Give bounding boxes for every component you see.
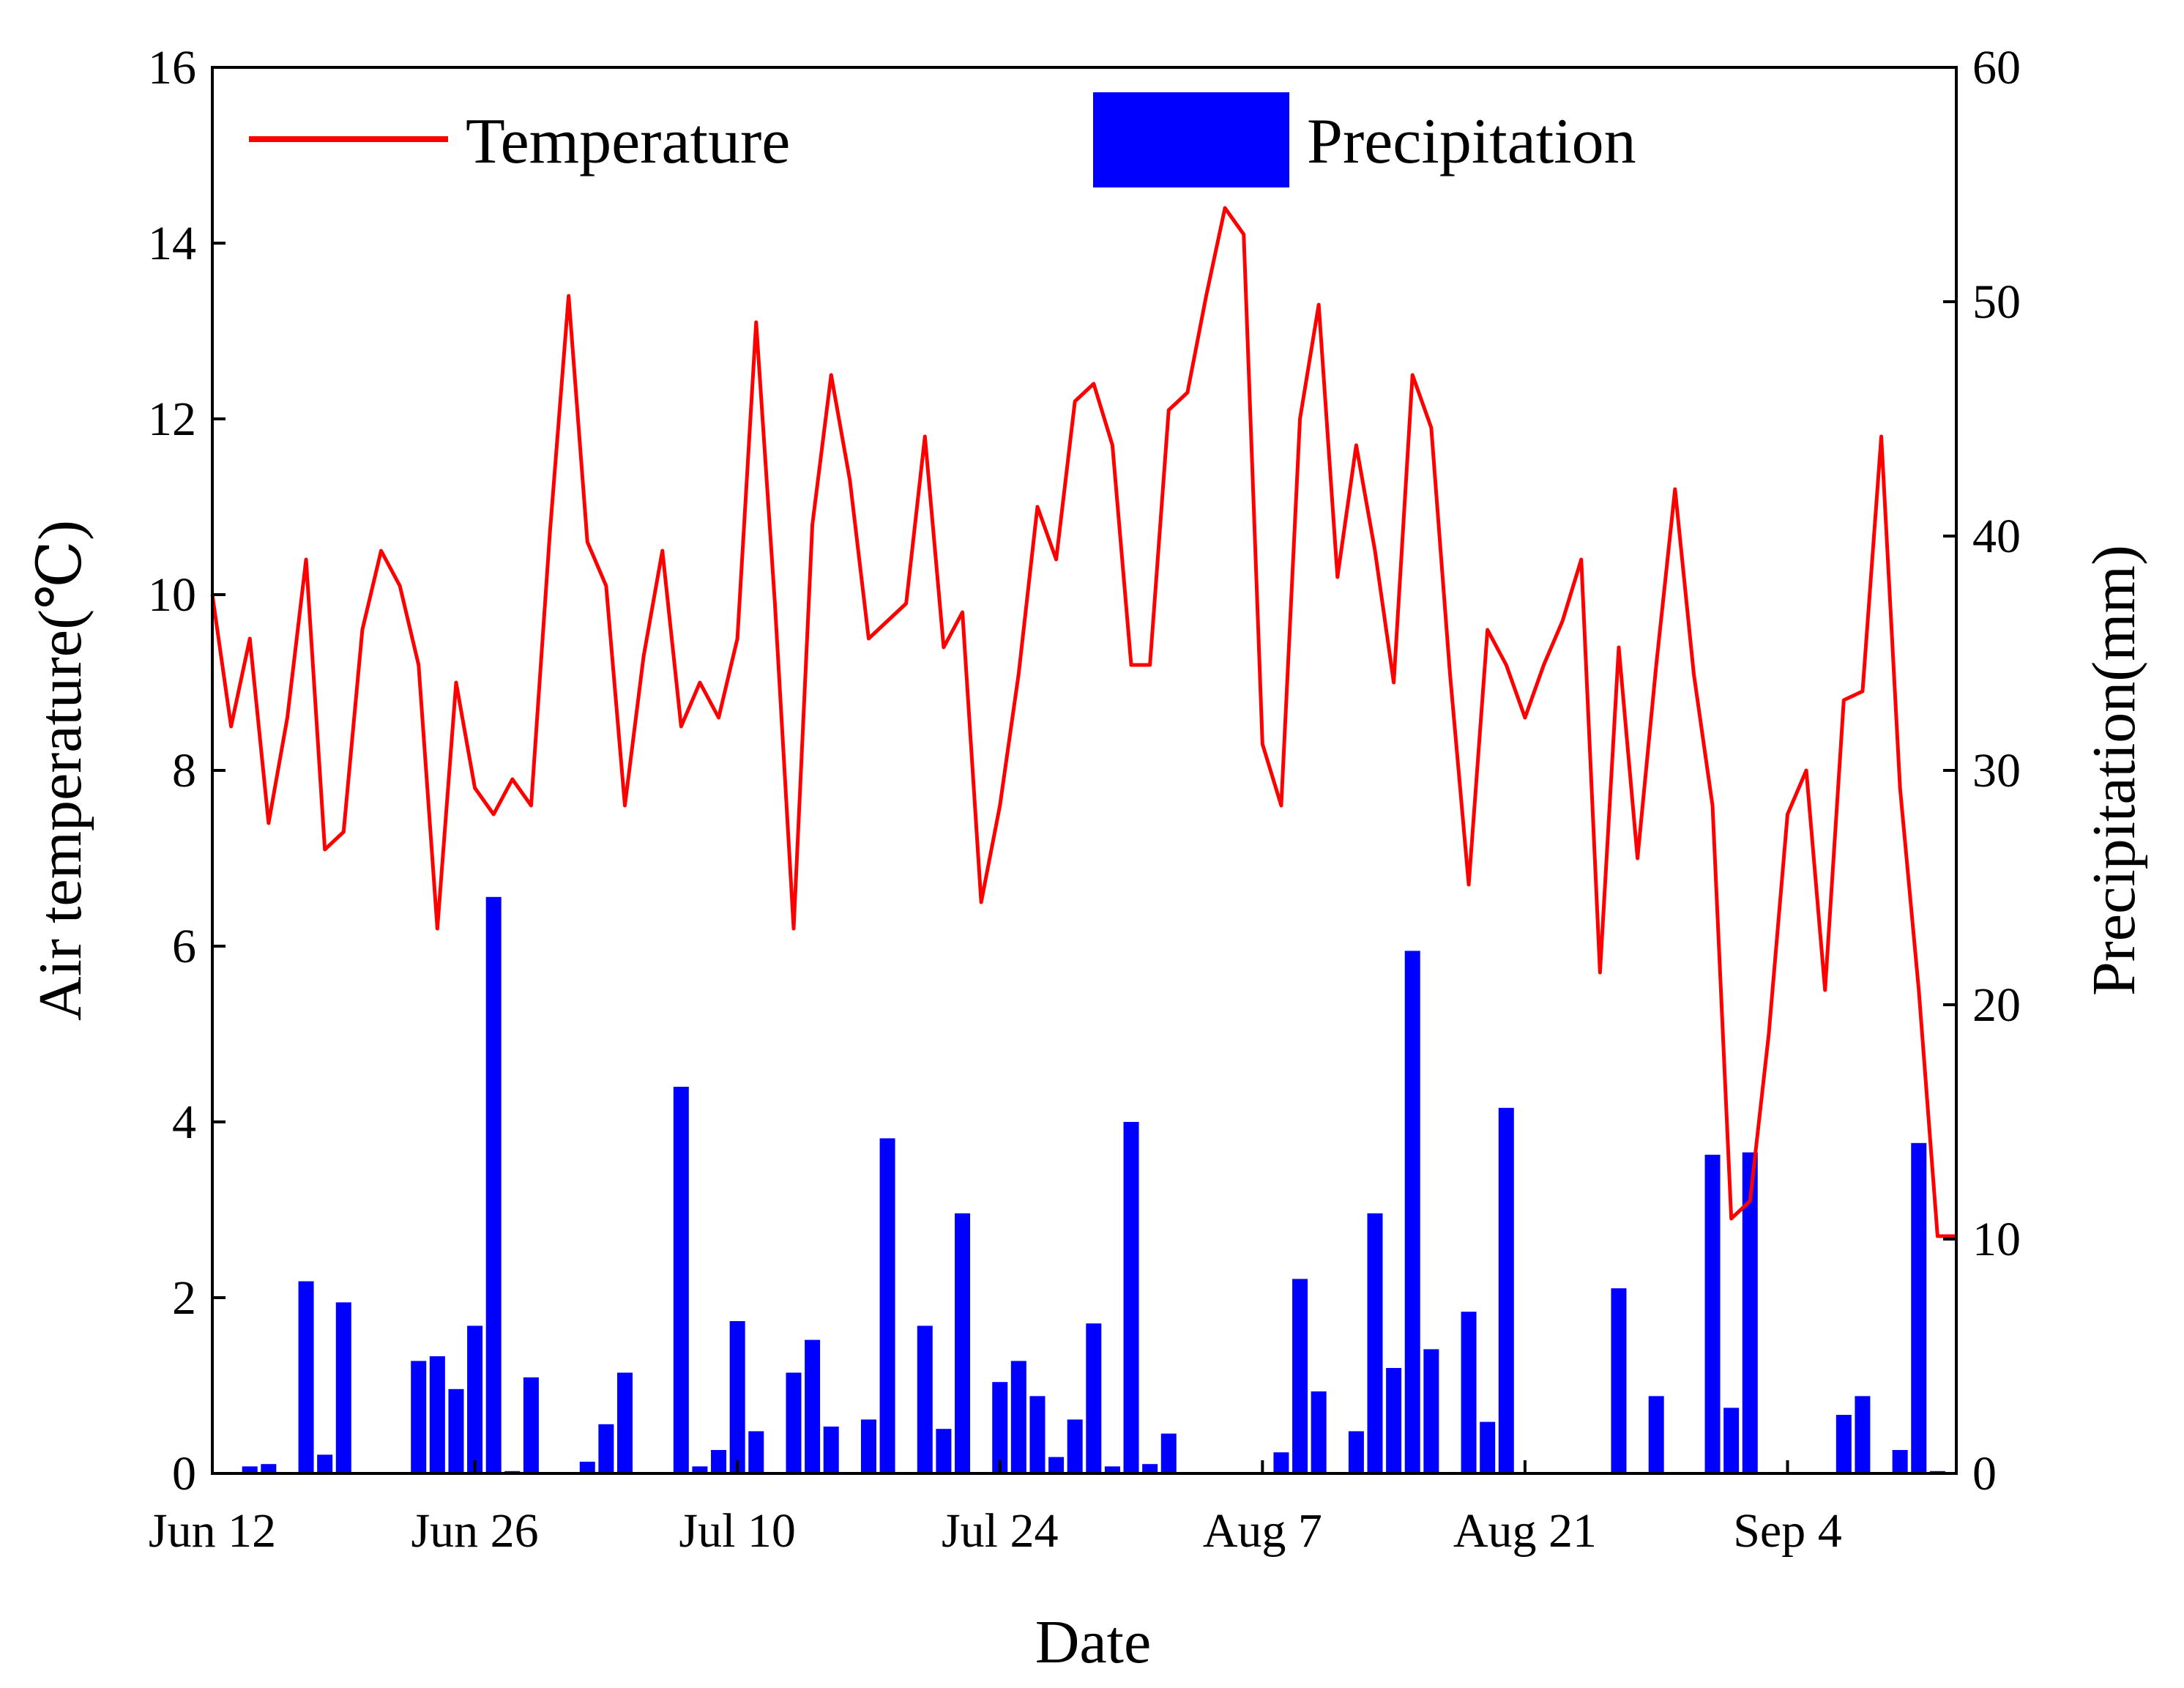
precipitation-bar [1386, 1368, 1402, 1473]
precipitation-bar [1086, 1323, 1102, 1473]
x-tick-label: Jun 12 [149, 1504, 276, 1558]
precipitation-bar [1010, 1361, 1026, 1473]
precipitation-bar [1104, 1466, 1120, 1473]
precipitation-bar [1704, 1154, 1721, 1473]
precipitation-bar [1742, 1152, 1758, 1473]
precipitation-bar [805, 1339, 821, 1473]
plot-frame [211, 66, 1958, 1475]
y-axis-left-title: Air temperature(℃) [26, 520, 94, 1021]
precipitation-bar [598, 1424, 614, 1473]
y-right-tick-label: 10 [1972, 1213, 2021, 1266]
y-right-tick-label: 0 [1972, 1447, 1997, 1501]
precipitation-bar [467, 1326, 483, 1473]
precipitation-bar [523, 1377, 539, 1473]
precipitation-bar [298, 1281, 314, 1473]
x-axis-title: Date [1035, 1608, 1152, 1676]
precipitation-bar [1048, 1457, 1065, 1473]
y-left-tick-label: 14 [148, 217, 196, 270]
y-axis-right-title: Precipitation(mm) [2080, 545, 2148, 996]
precipitation-bar [1835, 1415, 1852, 1473]
precipitation-bar [317, 1454, 333, 1473]
precipitation-bar [485, 896, 502, 1473]
precipitation-bar [1404, 951, 1420, 1473]
precipitation-bar [711, 1450, 727, 1473]
precipitation-bar [242, 1466, 258, 1473]
temperature-line-group [210, 206, 1956, 1238]
precipitation-bar [860, 1419, 876, 1473]
y-left-tick-label: 0 [172, 1447, 196, 1501]
precipitation-bar [616, 1372, 633, 1473]
precipitation-bar [1292, 1279, 1308, 1473]
precipitation-bar [579, 1462, 595, 1473]
precipitation-bar [1311, 1391, 1327, 1473]
precipitation-bar [748, 1431, 764, 1473]
precipitation-bar [1067, 1419, 1083, 1473]
legend-precipitation-swatch [1093, 92, 1289, 187]
precipitation-bar [1892, 1450, 1908, 1473]
precipitation-bar [692, 1466, 708, 1473]
precipitation-bar [879, 1138, 895, 1473]
precipitation-bar [1273, 1452, 1289, 1473]
precipitation-bar [786, 1372, 802, 1473]
legend-temperature-label: Temperature [466, 106, 790, 177]
precipitation-bar [1498, 1107, 1514, 1473]
precipitation-bar [917, 1326, 933, 1473]
precipitation-bar [1648, 1396, 1664, 1473]
axis-ticks: 0 2 4 6 8 10 12 14 16 0 10 20 30 40 50 60 Jun 12 Jun 26 Ju… [148, 41, 2021, 1558]
precipitation-bar [1142, 1464, 1158, 1473]
y-right-tick-label: 60 [1972, 41, 2021, 94]
temperature-line [210, 206, 1956, 1238]
precipitation-bar [335, 1302, 351, 1473]
y-left-tick-label: 6 [172, 920, 196, 973]
precipitation-bar [1160, 1433, 1177, 1473]
precipitation-bar [1367, 1213, 1383, 1473]
precipitation-bar [1123, 1122, 1139, 1473]
y-right-tick-label: 50 [1972, 275, 2021, 329]
y-left-tick-label: 10 [148, 568, 196, 622]
precipitation-bar [1423, 1349, 1439, 1473]
precipitation-bar [955, 1213, 971, 1473]
y-left-tick-label: 2 [172, 1271, 196, 1325]
x-tick-label: Jul 24 [942, 1504, 1059, 1558]
y-right-tick-label: 20 [1972, 978, 2021, 1032]
y-left-tick-label: 8 [172, 744, 196, 797]
precipitation-bar [823, 1427, 839, 1473]
precipitation-bars [242, 896, 1945, 1473]
y-left-tick-label: 12 [148, 393, 196, 446]
precipitation-bar [261, 1464, 277, 1473]
precipitation-bar [1029, 1396, 1046, 1473]
y-right-tick-label: 30 [1972, 744, 2021, 797]
x-tick-label: Jul 10 [679, 1504, 796, 1558]
precipitation-bar [429, 1356, 445, 1473]
x-tick-label: Sep 4 [1733, 1504, 1842, 1558]
precipitation-bar [1911, 1142, 1927, 1473]
precipitation-bar [1611, 1288, 1627, 1473]
precipitation-bar [936, 1429, 952, 1473]
y-left-tick-label: 4 [172, 1096, 196, 1149]
precipitation-bar [1348, 1431, 1364, 1473]
precipitation-bar [729, 1321, 745, 1473]
y-left-tick-label: 16 [148, 41, 196, 94]
legend-precipitation-label: Precipitation [1307, 106, 1636, 177]
x-tick-label: Jun 26 [411, 1504, 538, 1558]
precipitation-bar [992, 1382, 1008, 1473]
legend: Temperature Precipitation [249, 92, 1636, 187]
x-tick-label: Aug 21 [1453, 1504, 1597, 1558]
precipitation-bar [1723, 1408, 1740, 1473]
precipitation-bar [448, 1388, 464, 1473]
x-tick-label: Aug 7 [1203, 1504, 1322, 1558]
precipitation-bar [1461, 1312, 1477, 1473]
precipitation-bar [1480, 1421, 1496, 1473]
precipitation-bar [1855, 1396, 1871, 1473]
precipitation-bar [411, 1361, 427, 1473]
precipitation-bar [673, 1087, 689, 1473]
y-right-tick-label: 40 [1972, 510, 2021, 563]
